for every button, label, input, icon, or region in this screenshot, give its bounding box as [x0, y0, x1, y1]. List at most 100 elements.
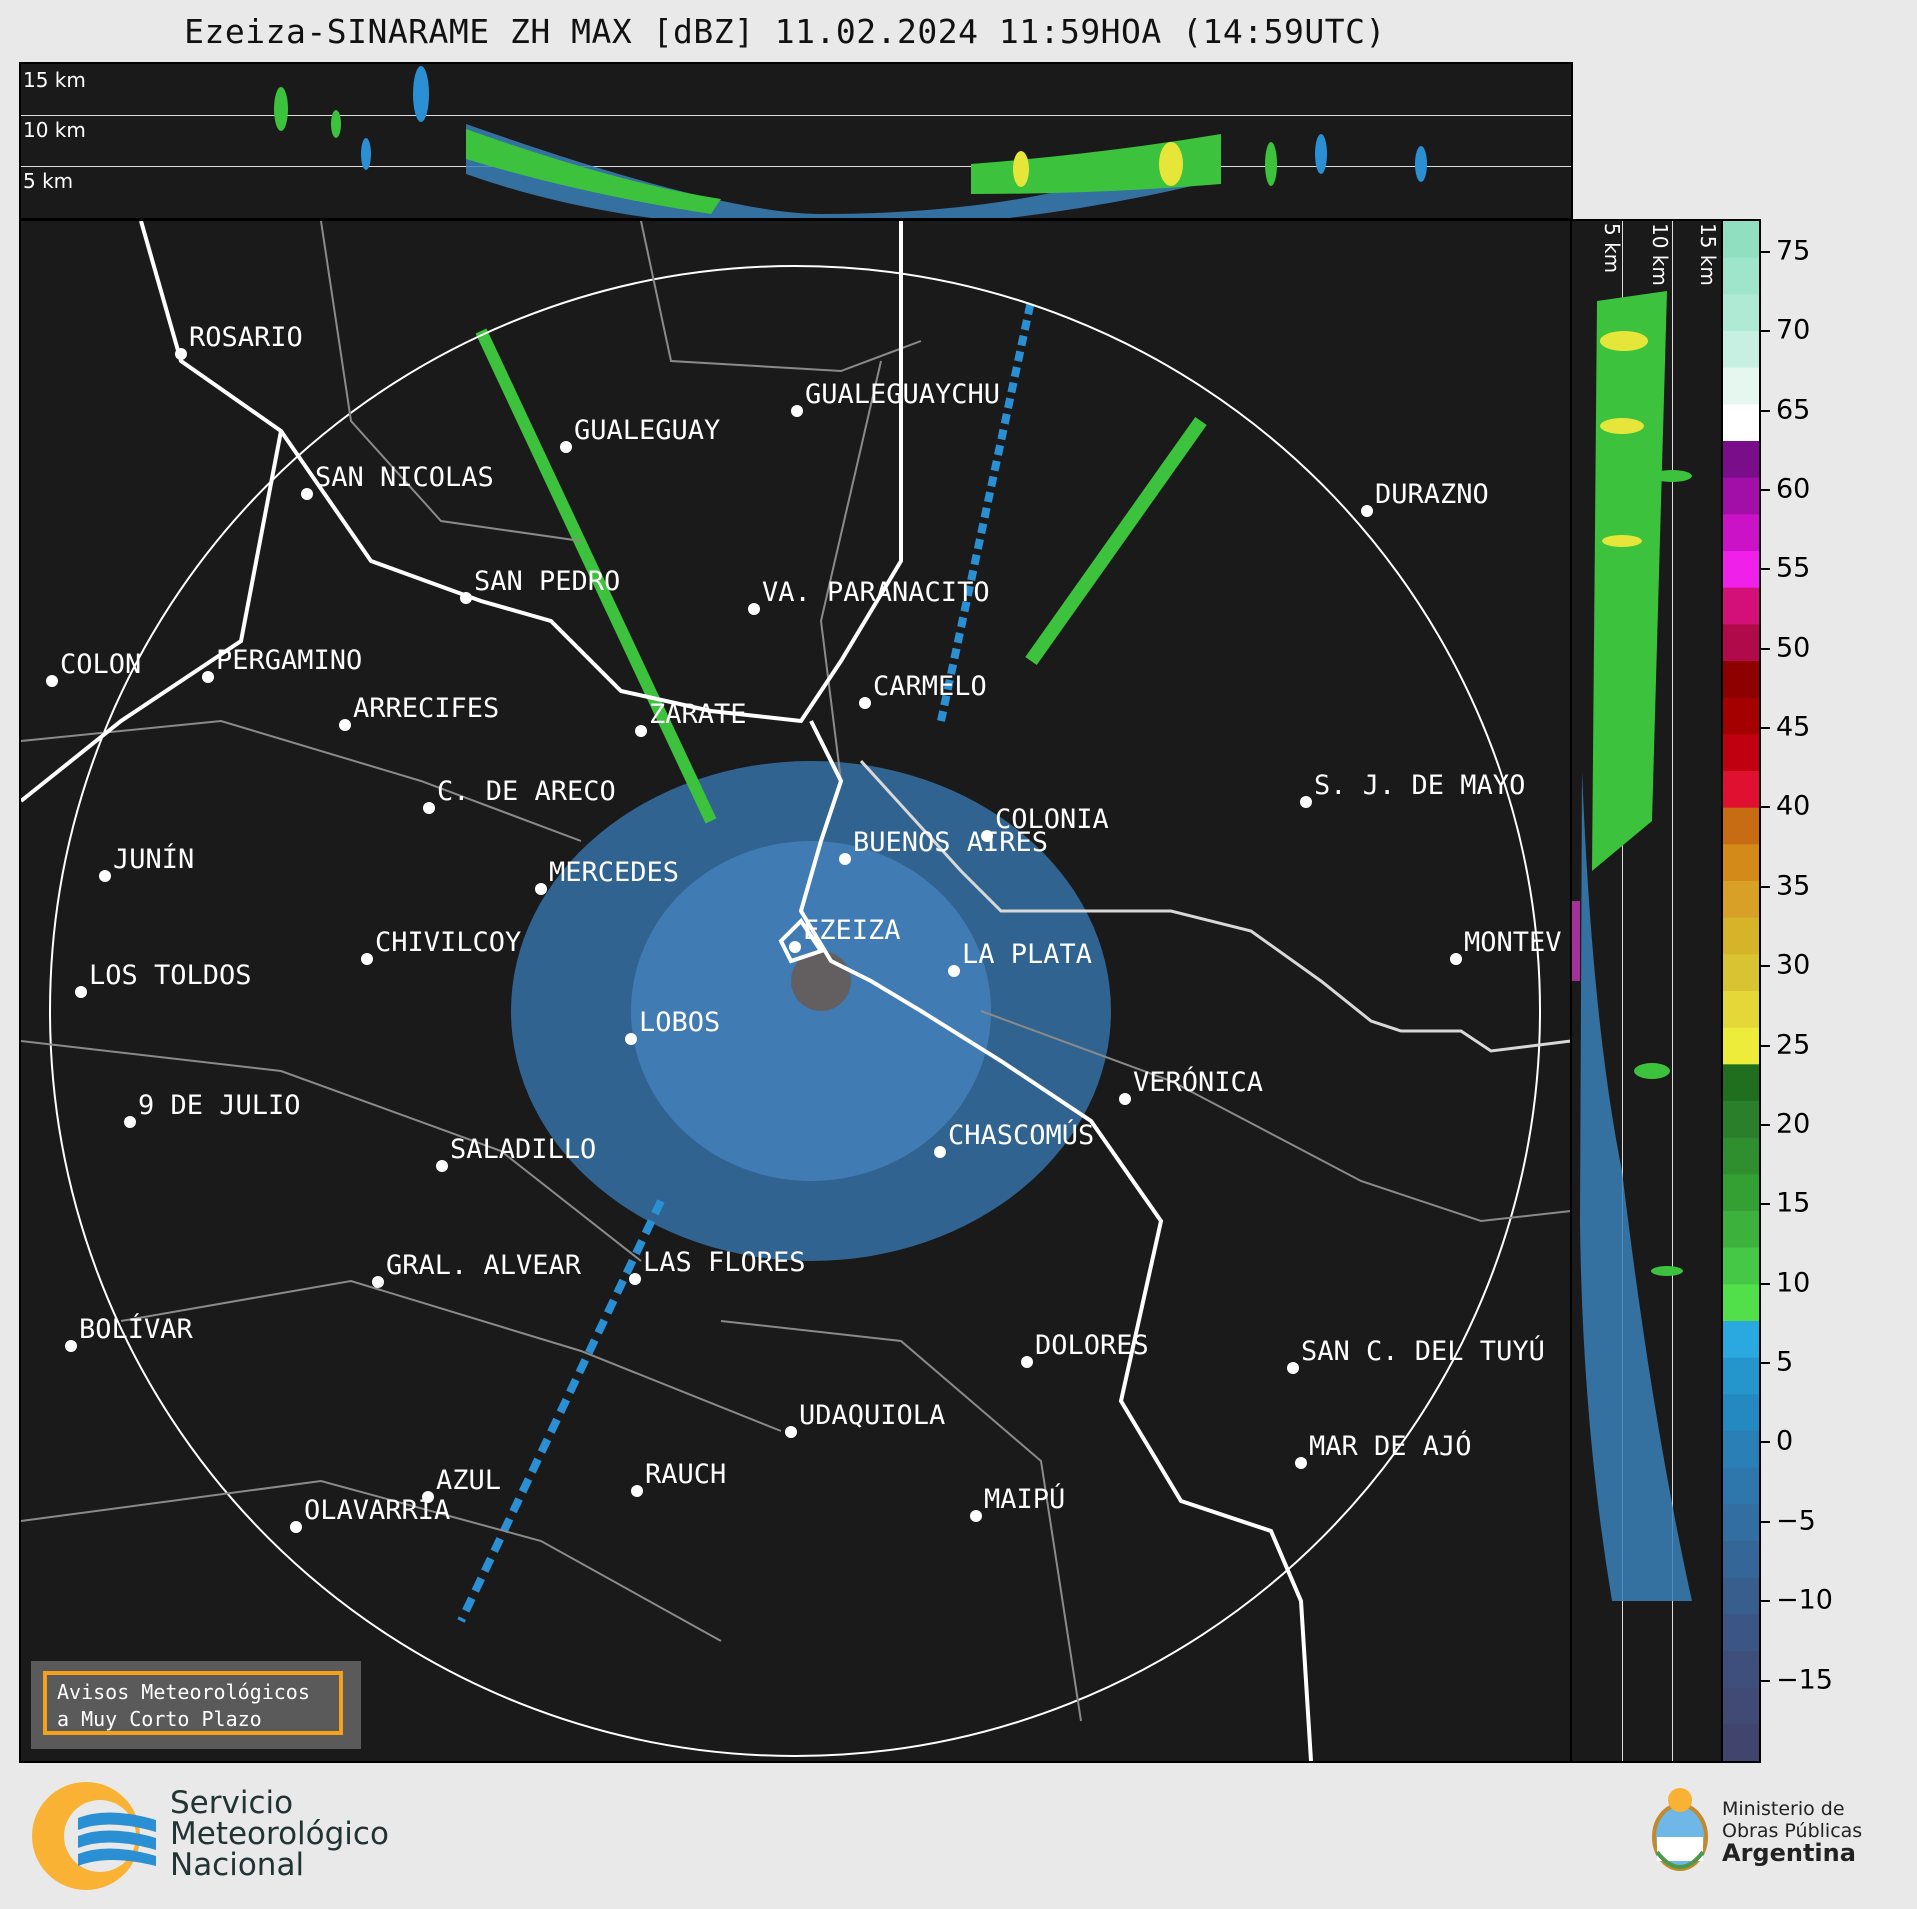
colorbar-band [1723, 954, 1759, 992]
city-dot [65, 1340, 77, 1352]
city-label: GRAL. ALVEAR [386, 1250, 582, 1281]
alt-label-v-10km: 10 km [1648, 223, 1672, 286]
colorbar-tick-label: 55 [1776, 552, 1811, 584]
radar-map[interactable]: ROSARIO GUALEGUAYCHU GUALEGUAY SAN NICOLAS D… [19, 219, 1573, 1763]
colorbar-tick-label: −5 [1776, 1505, 1816, 1537]
colorbar-tick [1760, 1600, 1770, 1603]
city-label: GUALEGUAYCHU [805, 379, 1000, 410]
city-dot [631, 1485, 643, 1497]
city-marker: DURAZNO [1361, 479, 1489, 517]
colorbar-tick-label: 60 [1776, 473, 1811, 505]
city-label: MAIPÚ [984, 1483, 1065, 1515]
colorbar-tick-label: −15 [1776, 1664, 1833, 1696]
grid-line-5km-v [1622, 221, 1623, 1761]
avisos-link[interactable]: Avisos Meteorológicos a Muy Corto Plazo [43, 1671, 343, 1735]
city-marker: GUALEGUAYCHU [791, 379, 1000, 417]
city-marker: ZARATE [635, 699, 747, 737]
colorbar-tick-label: 50 [1776, 632, 1811, 664]
colorbar [1721, 219, 1761, 1763]
grid-line-10km-v [1672, 221, 1673, 1761]
city-dot [175, 348, 187, 360]
colorbar-band [1723, 441, 1759, 479]
colorbar-band [1723, 1724, 1759, 1761]
smn-line1: Servicio [170, 1785, 294, 1821]
city-dot [1361, 505, 1373, 517]
city-label: SAN C. DEL TUYÚ [1301, 1335, 1545, 1367]
colorbar-band [1723, 1577, 1759, 1616]
city-dot [635, 725, 647, 737]
city-dot [748, 603, 760, 615]
colorbar-tick [1760, 1441, 1770, 1444]
city-marker: SAN C. DEL TUYÚ [1287, 1335, 1545, 1374]
ministry-line1: Ministerio de [1722, 1798, 1845, 1820]
city-dot [629, 1273, 641, 1285]
colorbar-tick [1760, 1520, 1770, 1523]
radar-echo-core [631, 841, 991, 1181]
city-label: COLON [60, 649, 141, 680]
colorbar-tick-label: 75 [1776, 235, 1811, 267]
colorbar-tick [1760, 1123, 1770, 1126]
city-dot [75, 986, 87, 998]
city-label: CHIVILCOY [375, 927, 521, 958]
avisos-panel[interactable]: Avisos Meteorológicos a Muy Corto Plazo [31, 1661, 361, 1749]
city-marker: LOS TOLDOS [75, 960, 252, 998]
colorbar-band [1723, 1247, 1759, 1286]
city-marker: CHASCOMÚS [934, 1119, 1094, 1158]
city-marker: DOLORES [1021, 1330, 1149, 1368]
colorbar-band [1723, 1431, 1759, 1469]
colorbar-band [1723, 1064, 1759, 1102]
side-profile-echoes [1572, 291, 1692, 1601]
city-dot [1119, 1093, 1131, 1105]
colorbar-band [1723, 917, 1759, 956]
colorbar-tick [1760, 409, 1770, 412]
colorbar-band [1723, 257, 1759, 296]
city-marker: VERÓNICA [1119, 1066, 1263, 1105]
city-marker: GRAL. ALVEAR [372, 1250, 582, 1288]
ministry-line3: Argentina [1722, 1839, 1856, 1867]
city-label: S. J. DE MAYO [1314, 770, 1525, 801]
city-label: CHASCOMÚS [948, 1119, 1094, 1151]
colorbar-band [1723, 477, 1759, 516]
city-label: OLAVARRÍA [304, 1494, 450, 1526]
city-label: MERCEDES [549, 857, 679, 888]
alt-label-10km: 10 km [23, 118, 86, 142]
city-label: SAN PEDRO [474, 566, 620, 597]
city-label: ARRECIFES [353, 693, 499, 724]
city-label: RAUCH [645, 1459, 726, 1490]
colorbar-tick [1760, 806, 1770, 809]
city-marker: OLAVARRÍA [290, 1494, 450, 1533]
city-label: COLONIA [995, 804, 1109, 835]
city-marker: COLONIA [981, 804, 1109, 842]
city-label: SAN NICOLAS [315, 462, 494, 493]
radar-spoke-n [937, 300, 1035, 722]
city-dot [1295, 1457, 1307, 1469]
colorbar-tick-label: 0 [1776, 1425, 1794, 1457]
colorbar-tick [1760, 965, 1770, 968]
colorbar-band [1723, 697, 1759, 736]
city-marker: RAUCH [631, 1459, 726, 1497]
colorbar-tick-label: 25 [1776, 1029, 1811, 1061]
city-marker: MONTEV [1450, 927, 1562, 965]
city-marker: LOBOS [625, 1007, 720, 1045]
colorbar-tick [1760, 330, 1770, 333]
ministry-logo-text: Ministerio de Obras Públicas Argentina [1722, 1798, 1862, 1867]
city-label: MAR DE AJÓ [1309, 1430, 1472, 1462]
city-dot [46, 675, 58, 687]
radar-spoke-nw [475, 328, 717, 824]
city-marker: LA PLATA [948, 939, 1092, 977]
colorbar-tick-label: 40 [1776, 790, 1811, 822]
city-marker: EZEIZA [789, 915, 901, 953]
colorbar-tick [1760, 250, 1770, 253]
city-dot [1450, 953, 1462, 965]
city-label: LAS FLORES [643, 1247, 806, 1278]
smn-logo-text: Servicio Meteorológico Nacional [170, 1788, 389, 1881]
city-marker: S. J. DE MAYO [1300, 770, 1525, 808]
city-marker: MERCEDES [535, 857, 679, 895]
alt-label-v-15km: 15 km [1696, 223, 1720, 286]
colorbar-band [1723, 1137, 1759, 1176]
colorbar-band [1723, 294, 1759, 332]
colorbar-band [1723, 1394, 1759, 1432]
city-marker: CARMELO [859, 671, 987, 709]
city-marker: LAS FLORES [629, 1247, 806, 1285]
city-marker: MAIPÚ [970, 1483, 1065, 1522]
